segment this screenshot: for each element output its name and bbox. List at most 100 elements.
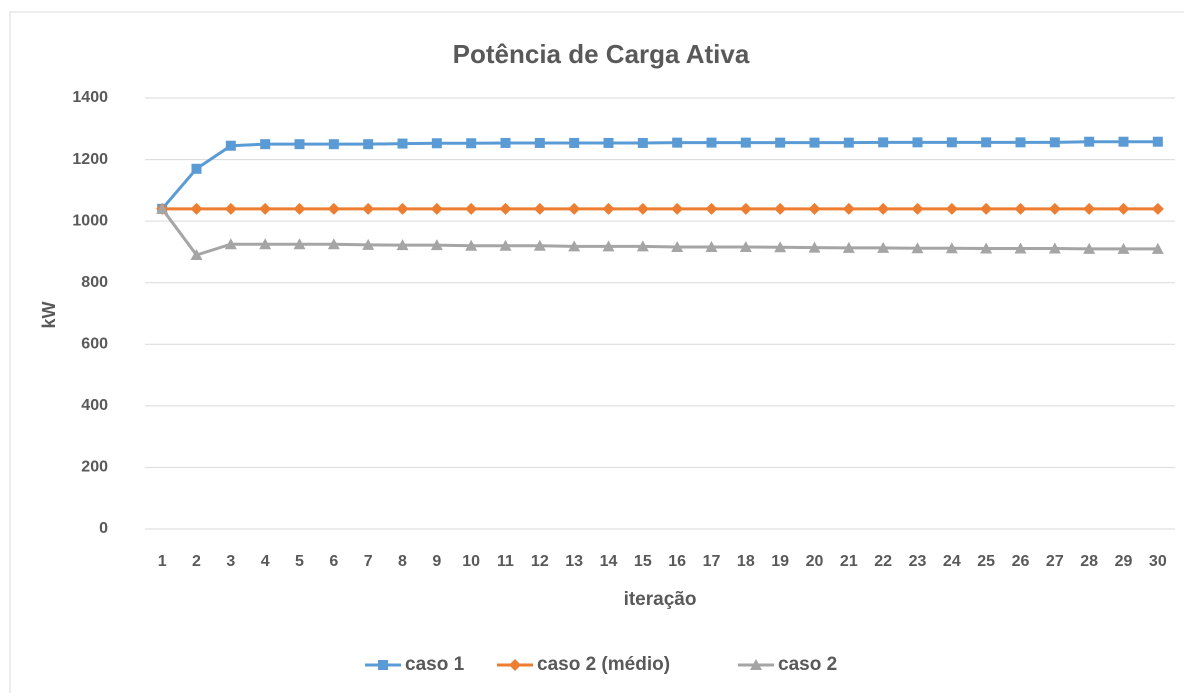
x-tick-label: 14 [600,553,618,570]
marker [224,238,237,250]
y-axis-label: kW [39,301,59,328]
marker [740,137,751,148]
marker [877,202,890,215]
marker [293,238,306,250]
marker [190,202,203,215]
marker [499,202,512,215]
marker [603,137,614,148]
marker [1084,136,1095,147]
y-tick-label: 200 [81,459,108,476]
x-tick-label: 29 [1115,553,1133,570]
x-tick-label: 3 [226,553,235,570]
marker [842,202,855,215]
marker [946,137,957,148]
x-tick-label: 6 [329,553,338,570]
y-tick-label: 800 [81,274,108,291]
marker [1048,202,1061,215]
marker [156,202,169,214]
marker [534,137,545,148]
marker [1014,202,1027,215]
marker [637,137,648,148]
x-tick-label: 27 [1046,553,1064,570]
x-tick-label: 19 [771,553,789,570]
marker [981,137,992,148]
marker [294,139,305,150]
legend-label: caso 1 [405,654,465,675]
x-tick-label: 4 [261,553,270,570]
x-tick-label: 25 [977,553,995,570]
y-tick-label: 1400 [72,89,108,106]
marker [1049,137,1060,148]
marker [602,202,615,215]
marker [750,659,762,670]
marker [533,239,546,251]
marker [509,659,521,671]
x-tick-label: 1 [158,553,167,570]
marker [327,238,340,250]
marker [1151,202,1164,215]
marker [190,249,203,261]
y-tick-label: 1200 [72,151,108,168]
legend-label: caso 2 [778,654,837,675]
marker [775,137,786,148]
marker [1117,242,1130,254]
marker [327,202,340,215]
marker [465,202,478,215]
x-tick-label: 26 [1012,553,1030,570]
marker [396,239,409,251]
marker [430,239,443,251]
x-tick-label: 23 [909,553,927,570]
marker [636,202,649,215]
x-axis-label: iteração [624,589,697,610]
marker [774,202,787,215]
marker [568,240,581,252]
x-tick-label: 17 [703,553,721,570]
marker [397,138,408,149]
marker [224,202,237,215]
x-tick-label: 11 [497,553,514,570]
marker [259,202,272,215]
marker [378,660,388,670]
marker [706,137,717,148]
x-tick-label: 16 [668,553,686,570]
x-tick-label: 12 [531,553,549,570]
chart-border [9,11,1184,698]
marker [568,202,581,215]
x-tick-label: 7 [364,553,373,570]
marker [430,202,443,215]
marker [809,137,820,148]
y-tick-label: 400 [81,397,108,414]
marker [1117,202,1130,215]
x-tick-label: 8 [398,553,407,570]
marker [980,242,993,254]
marker [774,241,787,253]
x-tick-label: 2 [192,553,201,570]
marker [671,202,684,215]
marker [1048,242,1061,254]
marker [739,241,752,253]
x-tick-label: 21 [840,553,858,570]
marker [808,202,821,215]
marker [431,138,442,149]
x-tick-label: 5 [295,553,304,570]
marker [912,137,923,148]
marker [671,241,684,253]
x-tick-label: 20 [806,553,824,570]
marker [945,242,958,254]
marker [500,137,511,148]
marker [911,242,924,254]
marker [363,139,374,150]
marker [1083,202,1096,215]
x-tick-label: 30 [1149,553,1167,570]
marker [465,239,478,251]
marker [362,238,375,250]
x-tick-label: 9 [432,553,441,570]
marker [259,238,272,250]
marker [1151,242,1164,254]
legend-label: caso 2 (médio) [537,654,670,675]
chart-title: Potência de Carga Ativa [453,39,750,69]
marker [602,240,615,252]
marker [466,138,477,149]
marker [533,202,546,215]
